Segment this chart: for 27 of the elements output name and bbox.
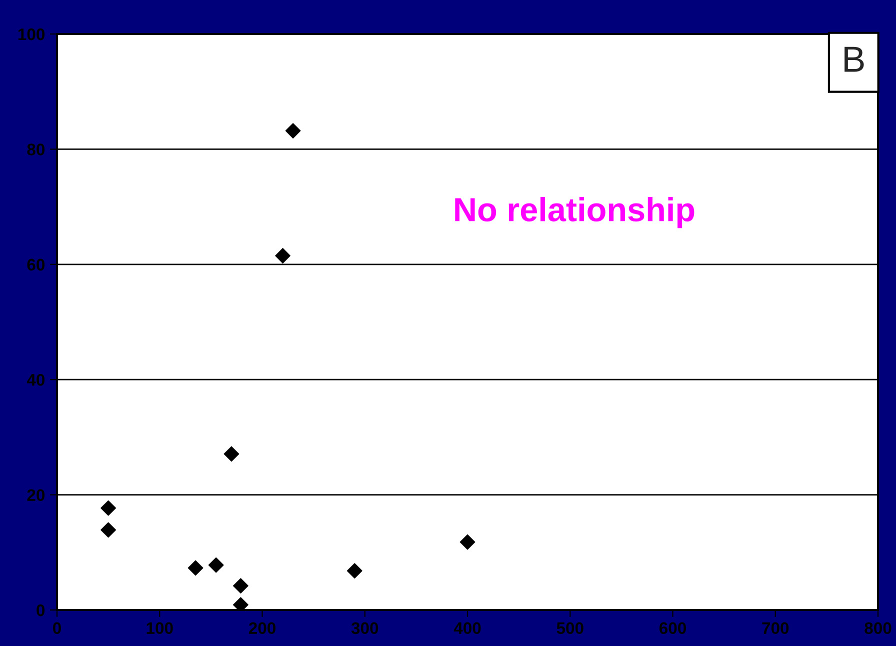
x-tick-label: 300: [351, 622, 378, 634]
point: [346, 563, 362, 579]
y-tick-label: 40: [26, 374, 45, 386]
point: [100, 522, 116, 538]
x-tick-label: 700: [762, 622, 789, 634]
point: [233, 578, 248, 594]
y-tick-label: 0: [36, 604, 45, 616]
point: [460, 534, 476, 550]
x-tick-label: 800: [864, 622, 892, 634]
annotation: No relationship: [455, 197, 694, 228]
annotation: B: [844, 46, 864, 72]
x-tick-label: 100: [146, 622, 173, 634]
x-tick-label: 500: [556, 622, 584, 634]
y-tick-label: 100: [18, 28, 45, 40]
x-tick-label: 400: [454, 622, 481, 634]
point: [224, 446, 240, 462]
x-tick-label: 0: [53, 622, 61, 634]
x-tick-label: 200: [248, 622, 276, 634]
point: [275, 248, 290, 264]
point: [100, 500, 116, 516]
y-tick-label: 20: [27, 489, 45, 502]
y-tick-label: 80: [27, 144, 45, 156]
point: [285, 123, 301, 138]
point: [208, 557, 224, 573]
x-tick-label: 600: [659, 622, 686, 634]
point: [188, 560, 204, 576]
y-tick-label: 60: [27, 258, 45, 271]
